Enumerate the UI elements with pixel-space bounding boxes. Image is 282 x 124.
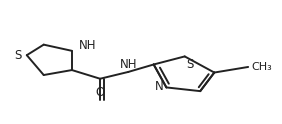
Text: S: S	[14, 49, 22, 62]
Text: CH₃: CH₃	[251, 62, 272, 72]
Text: S: S	[186, 58, 193, 71]
Text: NH: NH	[79, 39, 96, 52]
Text: O: O	[96, 86, 105, 99]
Text: N: N	[155, 80, 164, 93]
Text: NH: NH	[120, 58, 137, 71]
